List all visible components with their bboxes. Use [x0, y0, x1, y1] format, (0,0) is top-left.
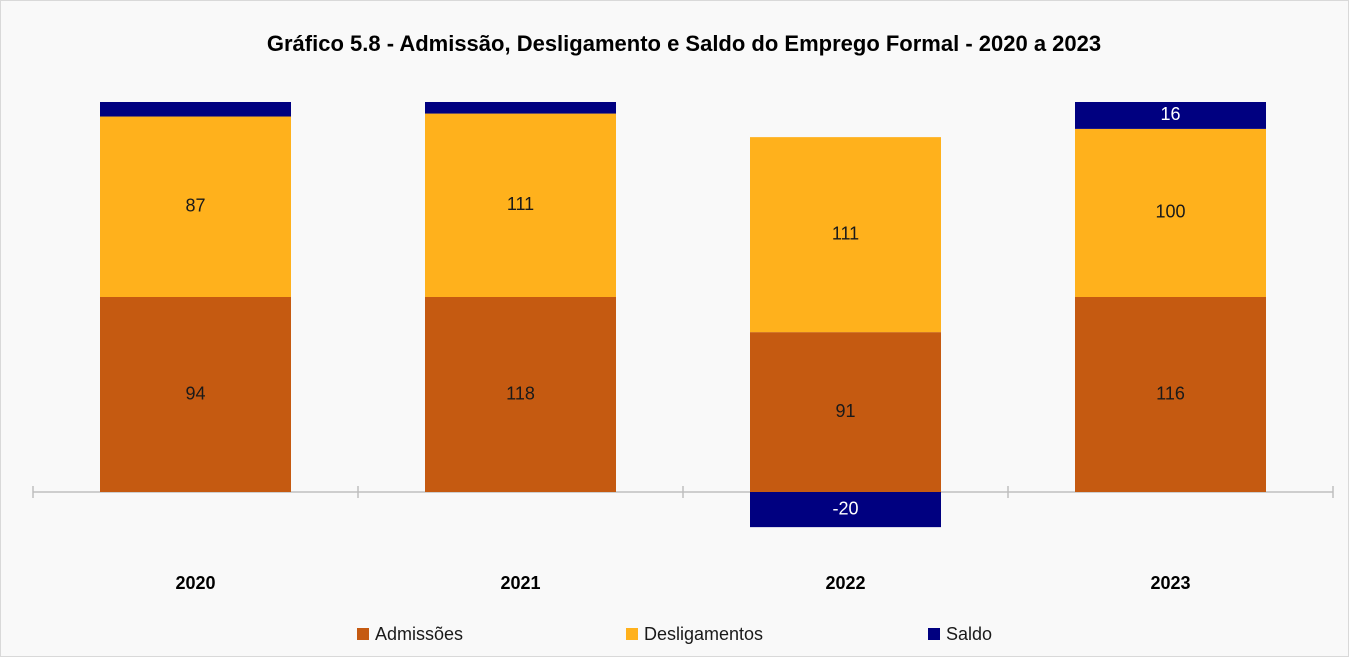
bar-segment: [425, 297, 616, 492]
legend-label: Saldo: [946, 624, 992, 644]
bar-segment: [425, 113, 616, 297]
bar-segment: [750, 332, 941, 492]
bar-segment: [425, 102, 616, 114]
data-label: 118: [506, 383, 535, 403]
bar-segment: [750, 492, 941, 528]
x-tick-label: 2020: [175, 573, 215, 593]
data-label: 100: [1155, 202, 1185, 222]
bar-segment: [100, 297, 291, 492]
x-tick-label: 2021: [500, 573, 540, 593]
bar-segment: [100, 116, 291, 298]
legend-swatch: [626, 628, 638, 640]
legend-label: Desligamentos: [644, 624, 763, 644]
data-label: 16: [1160, 104, 1180, 124]
data-label: 91: [835, 401, 855, 421]
x-tick-label: 2022: [825, 573, 865, 593]
x-tick-label: 2023: [1150, 573, 1190, 593]
legend-swatch: [357, 628, 369, 640]
data-label: 87: [185, 196, 205, 216]
bar-segment: [1075, 128, 1266, 297]
data-label: 94: [185, 383, 205, 403]
bar-segment: [1075, 297, 1266, 492]
data-label: 111: [832, 223, 859, 243]
data-label: 116: [1156, 383, 1185, 403]
data-label: -20: [832, 498, 858, 518]
data-label: 111: [507, 194, 534, 214]
bar-segment: [100, 102, 291, 117]
bar-segment: [750, 137, 941, 333]
legend-label: Admissões: [375, 624, 463, 644]
chart-title: Gráfico 5.8 - Admissão, Desligamento e S…: [267, 31, 1101, 56]
legend-swatch: [928, 628, 940, 640]
bar-segment: [1075, 102, 1266, 129]
